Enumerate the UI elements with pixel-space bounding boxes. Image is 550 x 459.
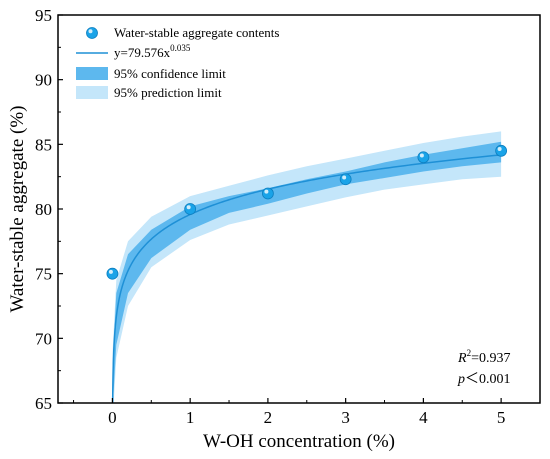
legend-label-points: Water-stable aggregate contents bbox=[114, 25, 279, 40]
legend-marker-points-highlight bbox=[88, 29, 93, 34]
y-tick-label: 75 bbox=[35, 265, 52, 284]
data-point bbox=[262, 187, 274, 200]
x-tick-label: 5 bbox=[497, 408, 506, 427]
legend-marker-confidence bbox=[76, 67, 108, 80]
data-point-highlight bbox=[419, 153, 424, 158]
x-tick-label: 1 bbox=[186, 408, 195, 427]
r-squared-annotation: R2=0.937 bbox=[457, 348, 510, 366]
p-value-symbol: p bbox=[457, 372, 465, 387]
data-point-highlight bbox=[108, 269, 113, 274]
data-point bbox=[495, 144, 508, 157]
p-value-annotation: p＜0.001 bbox=[457, 372, 511, 387]
data-point-highlight bbox=[186, 205, 191, 210]
legend-fit-exponent: 0.035 bbox=[170, 43, 191, 53]
data-point-highlight bbox=[264, 189, 269, 194]
legend: Water-stable aggregate contents y=79.576… bbox=[76, 25, 279, 100]
y-tick-label: 95 bbox=[35, 6, 52, 25]
legend-label-fit: y=79.576x0.035 bbox=[114, 43, 191, 60]
points-layer bbox=[106, 144, 508, 280]
x-tick-label: 2 bbox=[264, 408, 273, 427]
data-point bbox=[417, 151, 430, 164]
y-tick-label: 90 bbox=[35, 71, 52, 90]
r-squared-symbol: R bbox=[457, 351, 467, 366]
p-value-text: ＜0.001 bbox=[465, 372, 511, 387]
y-tick-label: 70 bbox=[35, 329, 52, 348]
data-point bbox=[339, 173, 352, 186]
x-axis-label: W-OH concentration (%) bbox=[203, 431, 395, 452]
y-axis-label: Water-stable aggregate (%) bbox=[7, 106, 28, 313]
prediction-band bbox=[112, 131, 502, 403]
x-tick-label: 4 bbox=[419, 408, 428, 427]
y-ticks: 65 70 75 80 85 90 95 bbox=[35, 6, 63, 413]
data-point bbox=[106, 267, 119, 280]
data-point bbox=[184, 203, 197, 215]
r-squared-exponent: 2 bbox=[467, 348, 472, 358]
bands-layer bbox=[112, 131, 502, 403]
legend-label-confidence: 95% confidence limit bbox=[114, 66, 226, 81]
x-tick-label: 3 bbox=[341, 408, 350, 427]
legend-marker-prediction bbox=[76, 86, 108, 99]
legend-label-prediction: 95% prediction limit bbox=[114, 85, 222, 100]
data-point-highlight bbox=[342, 175, 347, 180]
confidence-band bbox=[112, 141, 502, 403]
x-tick-label: 0 bbox=[108, 408, 117, 427]
legend-fit-equation: y=79.576x bbox=[114, 45, 171, 60]
data-point-highlight bbox=[497, 147, 502, 151]
y-tick-label: 85 bbox=[35, 135, 52, 154]
r-squared-value: =0.937 bbox=[471, 351, 510, 366]
y-tick-label: 65 bbox=[35, 394, 52, 413]
fit-curve bbox=[111, 154, 502, 403]
x-ticks: 0 1 2 3 4 5 bbox=[73, 398, 541, 427]
fit-layer bbox=[111, 154, 502, 403]
legend-marker-points bbox=[86, 27, 98, 39]
y-tick-label: 80 bbox=[35, 200, 52, 219]
